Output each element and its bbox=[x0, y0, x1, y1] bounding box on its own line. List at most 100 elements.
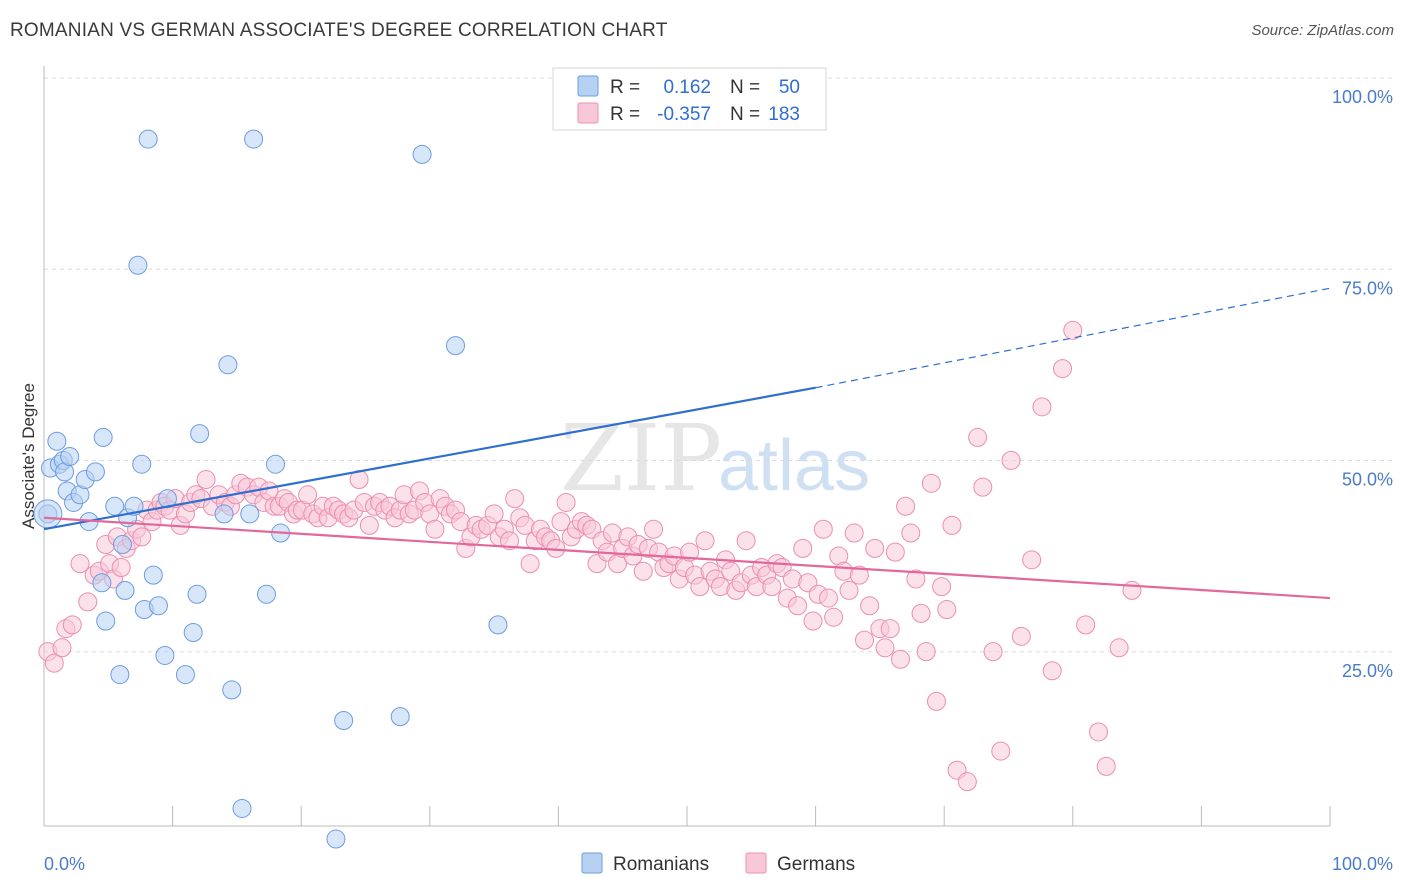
romanian-point bbox=[488, 615, 508, 635]
german-point bbox=[1001, 450, 1021, 470]
german-point bbox=[896, 496, 916, 516]
german-point bbox=[680, 542, 700, 562]
romanian-point bbox=[92, 573, 112, 593]
german-point bbox=[690, 577, 710, 597]
bottom-legend-swatch-germans bbox=[745, 852, 767, 874]
german-point bbox=[556, 492, 576, 512]
y-axis-label: Associate's Degree bbox=[19, 383, 38, 529]
trend-germans bbox=[43, 516, 1331, 600]
romanian-point bbox=[132, 454, 152, 474]
romanian-point bbox=[143, 565, 163, 585]
german-point bbox=[885, 542, 905, 562]
german-point bbox=[875, 638, 895, 658]
german-point bbox=[520, 554, 540, 574]
romanian-point bbox=[265, 454, 285, 474]
romanian-point bbox=[187, 584, 207, 604]
german-point bbox=[1011, 626, 1031, 646]
legend-r-value-romanians: 0.162 bbox=[663, 77, 711, 98]
german-point bbox=[793, 538, 813, 558]
german-point bbox=[942, 515, 962, 535]
german-point bbox=[890, 649, 910, 669]
german-point bbox=[921, 473, 941, 493]
legend-r-label-germans: R = bbox=[610, 104, 640, 125]
german-point bbox=[849, 565, 869, 585]
german-point bbox=[762, 577, 782, 597]
german-point bbox=[957, 772, 977, 792]
x-tick-min: 0.0% bbox=[44, 854, 85, 874]
german-point bbox=[196, 470, 216, 489]
romanian-point bbox=[244, 129, 264, 149]
watermark-zip: ZIP bbox=[560, 405, 722, 512]
german-point bbox=[926, 691, 946, 711]
german-point bbox=[695, 531, 715, 551]
trend-romanians-projection bbox=[815, 287, 1331, 389]
german-point bbox=[736, 531, 756, 551]
romanian-point-large bbox=[33, 499, 63, 529]
legend-r-label-romanians: R = bbox=[610, 77, 640, 98]
german-point bbox=[916, 642, 936, 662]
legend-n-label-germans: N = bbox=[730, 104, 760, 125]
legend-swatch-romanians bbox=[577, 75, 599, 97]
german-point bbox=[1109, 638, 1129, 658]
german-point bbox=[983, 642, 1003, 662]
german-point bbox=[1063, 320, 1083, 340]
romanian-point bbox=[128, 255, 148, 275]
romanian-point bbox=[115, 580, 135, 600]
series-romanians bbox=[33, 87, 751, 849]
german-point bbox=[824, 607, 844, 627]
romanian-point bbox=[232, 798, 252, 818]
german-point bbox=[844, 523, 864, 543]
german-point bbox=[813, 519, 833, 539]
source-credit: Source: ZipAtlas.com bbox=[1251, 22, 1394, 39]
german-point bbox=[968, 427, 988, 447]
romanian-point bbox=[47, 431, 67, 451]
german-point bbox=[1096, 756, 1116, 776]
legend-n-label-romanians: N = bbox=[730, 77, 760, 98]
german-point bbox=[359, 515, 379, 535]
y-tick-label: 50.0% bbox=[1342, 470, 1393, 490]
axes bbox=[43, 66, 1331, 827]
romanian-point bbox=[256, 584, 276, 604]
y-tick-label: 100.0% bbox=[1332, 87, 1393, 107]
romanian-point bbox=[85, 462, 105, 482]
bottom-legend-germans: Germans bbox=[777, 854, 855, 875]
y-tick-label: 75.0% bbox=[1342, 278, 1393, 298]
romanian-point bbox=[110, 665, 130, 685]
german-point bbox=[62, 615, 82, 635]
german-point bbox=[788, 596, 808, 616]
german-point bbox=[906, 569, 926, 589]
romanian-point bbox=[138, 129, 158, 149]
trend-romanians bbox=[43, 386, 816, 531]
german-point bbox=[839, 580, 859, 600]
german-point bbox=[1042, 661, 1062, 681]
romanian-point bbox=[148, 596, 168, 616]
romanian-point bbox=[390, 707, 410, 727]
legend-n-value-romanians: 50 bbox=[779, 77, 800, 98]
trend-lines bbox=[43, 287, 1331, 600]
series-germans bbox=[38, 320, 1142, 792]
german-point bbox=[1053, 359, 1073, 379]
german-point bbox=[52, 638, 72, 658]
romanian-point bbox=[334, 710, 354, 730]
romanian-point bbox=[175, 665, 195, 685]
german-point bbox=[1122, 580, 1142, 600]
romanian-point bbox=[214, 504, 234, 524]
german-point bbox=[111, 557, 131, 577]
romanian-point bbox=[96, 611, 116, 631]
y-tick-labels: 100.0% 75.0% 50.0% 25.0% bbox=[1332, 87, 1393, 681]
legend-swatch-germans bbox=[577, 102, 599, 124]
german-point bbox=[865, 538, 885, 558]
legend-r-value-germans: -0.357 bbox=[657, 104, 711, 125]
romanian-point bbox=[222, 680, 242, 700]
german-point bbox=[803, 611, 823, 631]
german-point bbox=[644, 519, 664, 539]
romanian-point bbox=[155, 645, 175, 665]
romanian-point bbox=[183, 623, 203, 642]
german-point bbox=[901, 523, 921, 543]
german-point bbox=[78, 592, 98, 612]
x-tick-max: 100.0% bbox=[1332, 854, 1393, 874]
bottom-legend-swatch-romanians bbox=[581, 852, 603, 874]
german-point bbox=[484, 504, 504, 524]
german-point bbox=[551, 512, 571, 532]
romanian-point bbox=[446, 336, 466, 356]
